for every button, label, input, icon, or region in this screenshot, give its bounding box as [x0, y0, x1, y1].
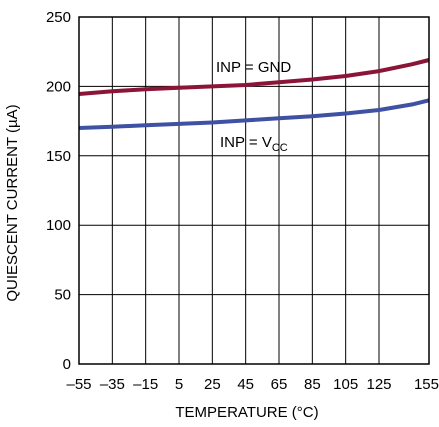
annotation-inp-vcc-subscript: CC — [272, 142, 288, 154]
y-tick-label: 100 — [46, 217, 71, 234]
y-axis-label: QUIESCENT CURRENT (µA) — [4, 104, 21, 301]
x-tick-label: 85 — [304, 376, 321, 393]
y-tick-label: 50 — [54, 287, 71, 304]
y-tick-label: 150 — [46, 148, 71, 165]
x-tick-label: –55 — [66, 376, 91, 393]
grid-lines — [79, 17, 429, 364]
x-tick-label: 65 — [271, 376, 288, 393]
annotation-inp-vcc-main: INP = V — [220, 134, 272, 151]
series-lines — [78, 58, 430, 130]
annotation-inp-vcc: INP = VCC — [220, 134, 288, 154]
x-axis-label: TEMPERATURE (°C) — [175, 404, 318, 421]
y-tick-labels: 0 50 100 150 200 250 — [46, 9, 71, 373]
x-tick-label: 45 — [237, 376, 254, 393]
x-tick-label: 125 — [366, 376, 391, 393]
y-tick-label: 200 — [46, 78, 71, 95]
annotation-inp-gnd: INP = GND — [216, 59, 291, 76]
y-tick-label: 250 — [46, 9, 71, 26]
series-line-2 — [78, 98, 430, 130]
x-tick-label: 155 — [414, 376, 439, 393]
x-tick-label: 5 — [175, 376, 183, 393]
x-tick-label: –15 — [133, 376, 158, 393]
x-tick-label: –35 — [100, 376, 125, 393]
series-line-1 — [78, 58, 430, 96]
y-tick-label: 0 — [63, 356, 71, 373]
x-tick-label: 105 — [333, 376, 358, 393]
x-tick-label: 25 — [204, 376, 221, 393]
plot-frame — [78, 16, 430, 365]
x-tick-labels: –55 –35 –15 5 25 45 65 85 105 125 155 — [66, 376, 439, 393]
